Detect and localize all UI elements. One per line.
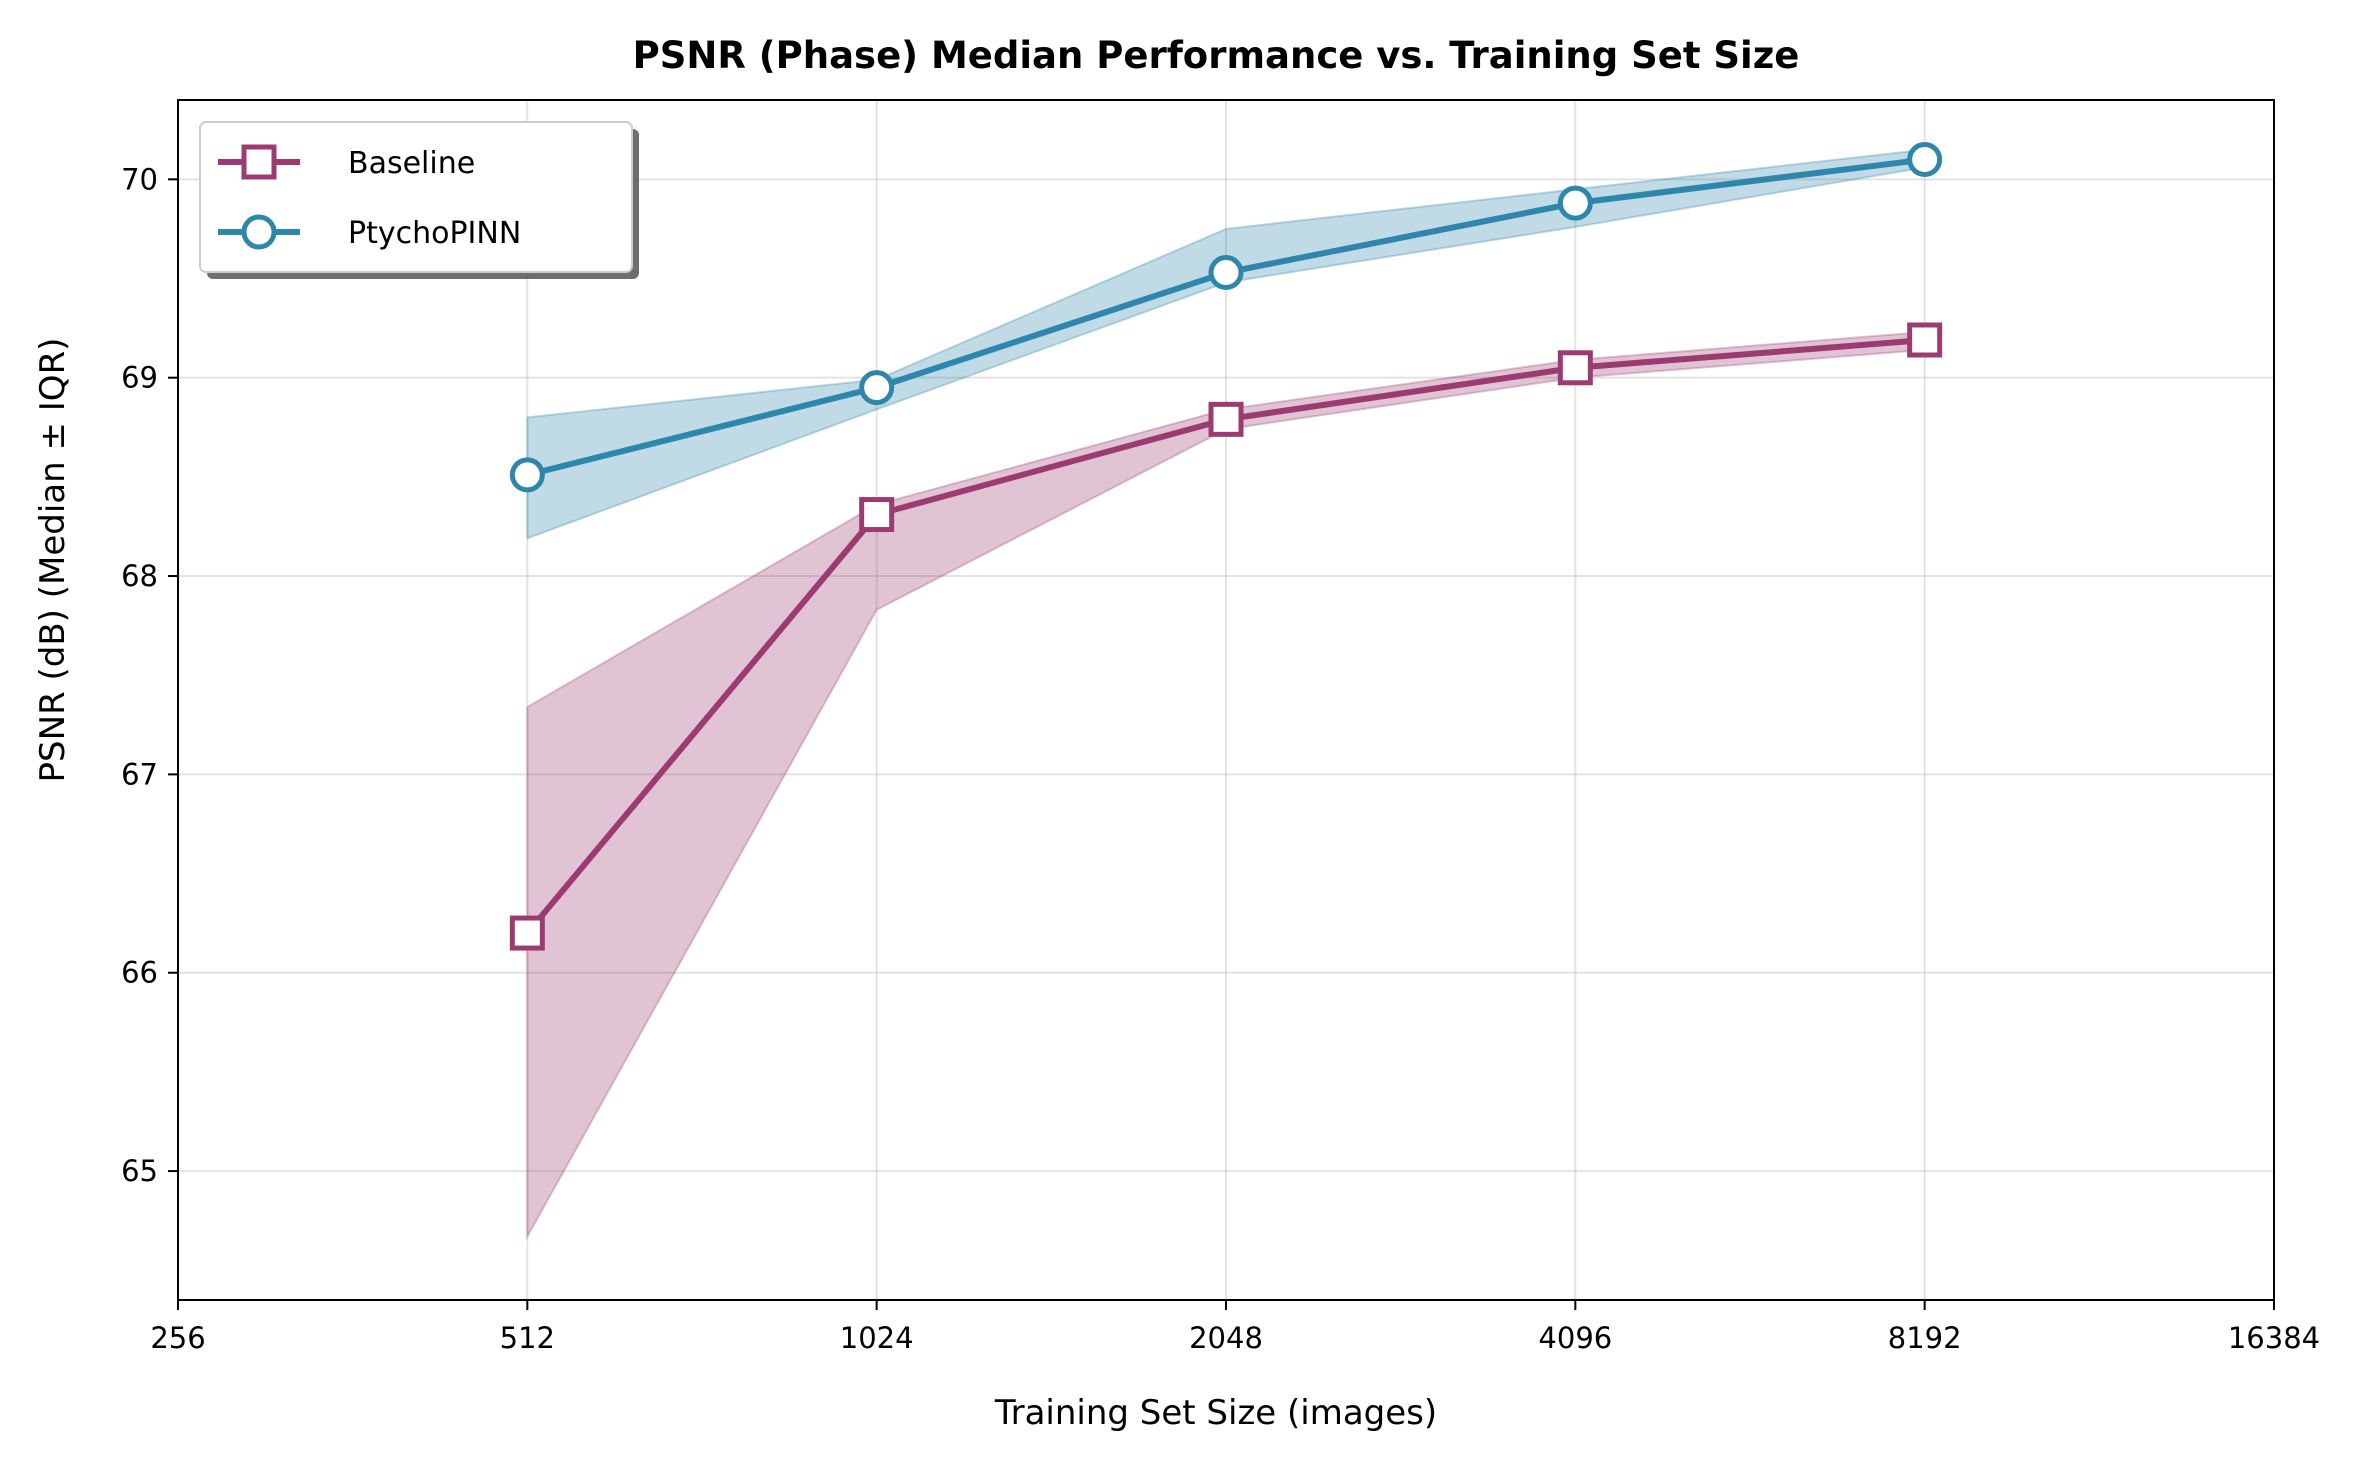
y-tick-label: 69	[121, 361, 158, 395]
y-axis: 65 66 67 68 69 70	[121, 162, 178, 1188]
chart-title: PSNR (Phase) Median Performance vs. Trai…	[633, 34, 1800, 77]
x-tick-label: 1024	[840, 1321, 914, 1355]
x-tick-label: 2048	[1189, 1321, 1263, 1355]
legend-box	[199, 121, 633, 273]
ptychopinn-point	[1208, 255, 1244, 291]
legend: Baseline PtychoPINN	[199, 121, 639, 279]
ptychopinn-point	[1907, 142, 1943, 178]
legend-ptychopinn-label: PtychoPINN	[348, 216, 521, 251]
x-tick-label: 256	[150, 1321, 205, 1355]
y-tick-label: 68	[121, 559, 158, 593]
y-tick-label: 70	[121, 162, 158, 196]
ptychopinn-point	[1557, 185, 1593, 221]
ptychopinn-point	[509, 457, 545, 493]
x-tick-label: 4096	[1538, 1321, 1612, 1355]
x-tick-label: 512	[500, 1321, 555, 1355]
legend-baseline-label: Baseline	[348, 146, 475, 181]
x-tick-label: 16384	[2228, 1321, 2320, 1355]
y-tick-label: 65	[121, 1154, 158, 1188]
x-tick-label: 8192	[1888, 1321, 1962, 1355]
baseline-point	[1208, 401, 1244, 437]
ptychopinn-point	[859, 370, 895, 406]
x-axis: 256 512 1024 2048 4096 8192 16384	[150, 1300, 2320, 1355]
grid	[177, 100, 2275, 1300]
x-axis-label: Training Set Size (images)	[994, 1393, 1437, 1433]
y-tick-label: 67	[121, 757, 158, 791]
legend-ptychopinn-marker	[241, 214, 277, 250]
baseline-point	[1907, 322, 1943, 358]
series-markers	[509, 142, 1943, 951]
baseline-point	[1557, 350, 1593, 386]
baseline-point	[859, 497, 895, 533]
y-tick-label: 66	[121, 956, 158, 990]
legend-baseline-marker	[241, 144, 277, 180]
baseline-point	[509, 915, 545, 951]
y-axis-label: PSNR (dB) (Median ± IQR)	[33, 338, 73, 783]
